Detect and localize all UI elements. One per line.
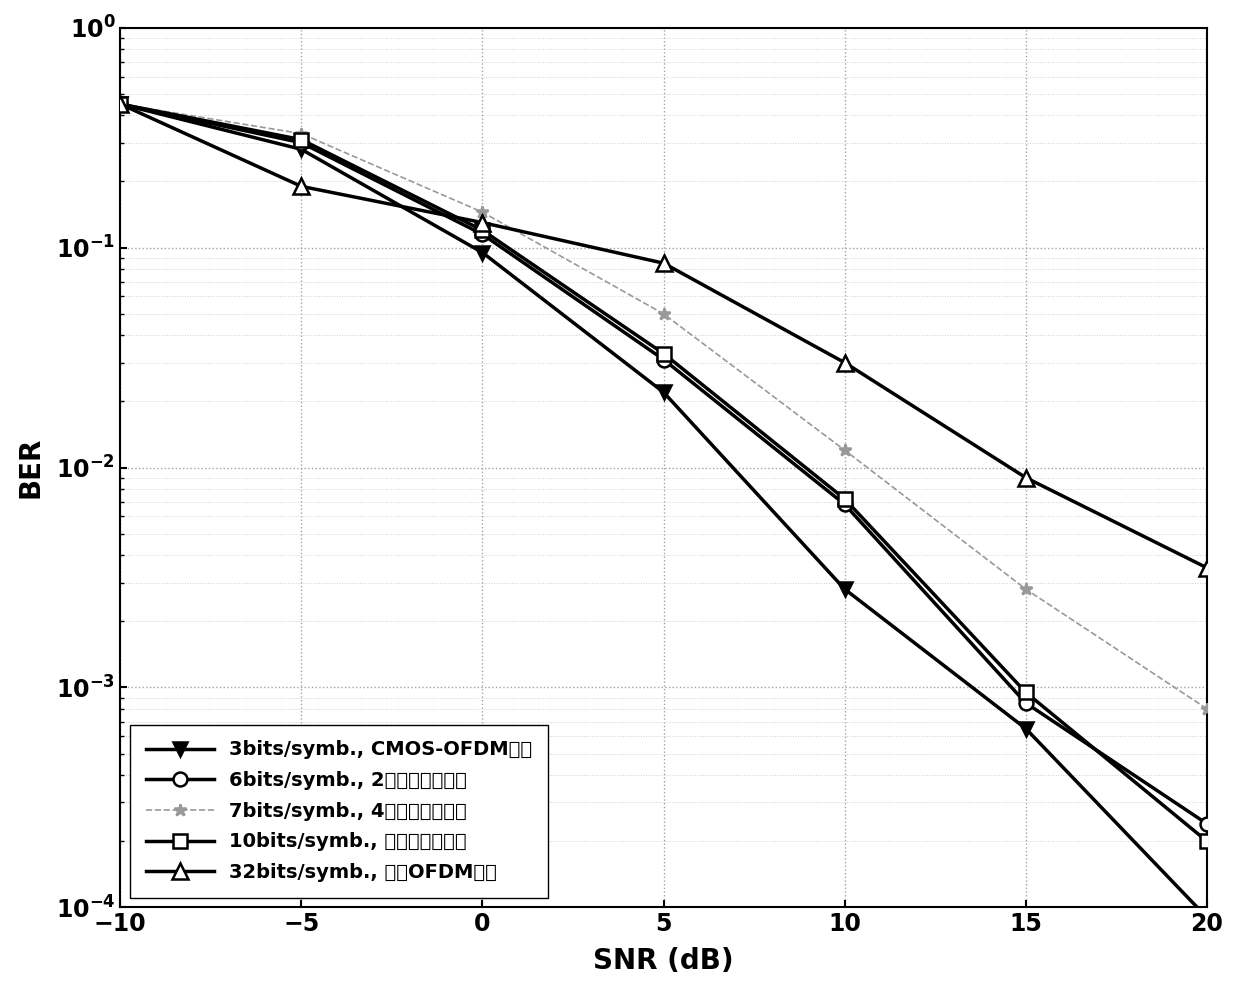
7bits/symb., 4个序列子集方法 [1018,583,1033,595]
Legend: 3bits/symb., CMOS-OFDM方法, 6bits/symb., 2个序列子集方法, 7bits/symb., 4个序列子集方法, 10bits/s: 3bits/symb., CMOS-OFDM方法, 6bits/symb., 2… [130,725,548,898]
6bits/symb., 2个序列子集方法 [1199,817,1214,829]
6bits/symb., 2个序列子集方法 [113,98,128,110]
3bits/symb., CMOS-OFDM方法 [837,583,852,595]
7bits/symb., 4个序列子集方法 [656,308,671,319]
7bits/symb., 4个序列子集方法 [113,98,128,110]
32bits/symb., 传统OFDM方法 [656,257,671,269]
3bits/symb., CMOS-OFDM方法 [1018,722,1033,734]
32bits/symb., 传统OFDM方法 [1199,561,1214,573]
6bits/symb., 2个序列子集方法 [1018,697,1033,709]
10bits/symb., 本发明专利方法 [294,134,309,146]
10bits/symb., 本发明专利方法 [837,493,852,505]
3bits/symb., CMOS-OFDM方法 [113,98,128,110]
7bits/symb., 4个序列子集方法 [837,444,852,456]
Line: 32bits/symb., 传统OFDM方法: 32bits/symb., 传统OFDM方法 [113,96,1214,575]
Line: 7bits/symb., 4个序列子集方法: 7bits/symb., 4个序列子集方法 [114,98,1213,715]
10bits/symb., 本发明专利方法 [113,98,128,110]
3bits/symb., CMOS-OFDM方法 [294,144,309,156]
6bits/symb., 2个序列子集方法 [837,498,852,510]
32bits/symb., 传统OFDM方法 [1018,471,1033,483]
Line: 3bits/symb., CMOS-OFDM方法: 3bits/symb., CMOS-OFDM方法 [113,97,1214,925]
7bits/symb., 4个序列子集方法 [475,206,490,218]
Y-axis label: BER: BER [16,436,45,498]
6bits/symb., 2个序列子集方法 [656,353,671,365]
3bits/symb., CMOS-OFDM方法 [475,247,490,259]
6bits/symb., 2个序列子集方法 [294,137,309,149]
10bits/symb., 本发明专利方法 [1018,686,1033,698]
10bits/symb., 本发明专利方法 [656,347,671,359]
7bits/symb., 4个序列子集方法 [1199,702,1214,714]
Line: 10bits/symb., 本发明专利方法: 10bits/symb., 本发明专利方法 [113,97,1214,848]
6bits/symb., 2个序列子集方法 [475,228,490,240]
7bits/symb., 4个序列子集方法 [294,128,309,140]
3bits/symb., CMOS-OFDM方法 [656,386,671,398]
32bits/symb., 传统OFDM方法 [475,216,490,228]
32bits/symb., 传统OFDM方法 [837,357,852,369]
Line: 6bits/symb., 2个序列子集方法: 6bits/symb., 2个序列子集方法 [113,97,1214,830]
32bits/symb., 传统OFDM方法 [294,181,309,192]
X-axis label: SNR (dB): SNR (dB) [593,947,734,975]
10bits/symb., 本发明专利方法 [1199,835,1214,847]
3bits/symb., CMOS-OFDM方法 [1199,912,1214,924]
10bits/symb., 本发明专利方法 [475,224,490,236]
32bits/symb., 传统OFDM方法 [113,98,128,110]
